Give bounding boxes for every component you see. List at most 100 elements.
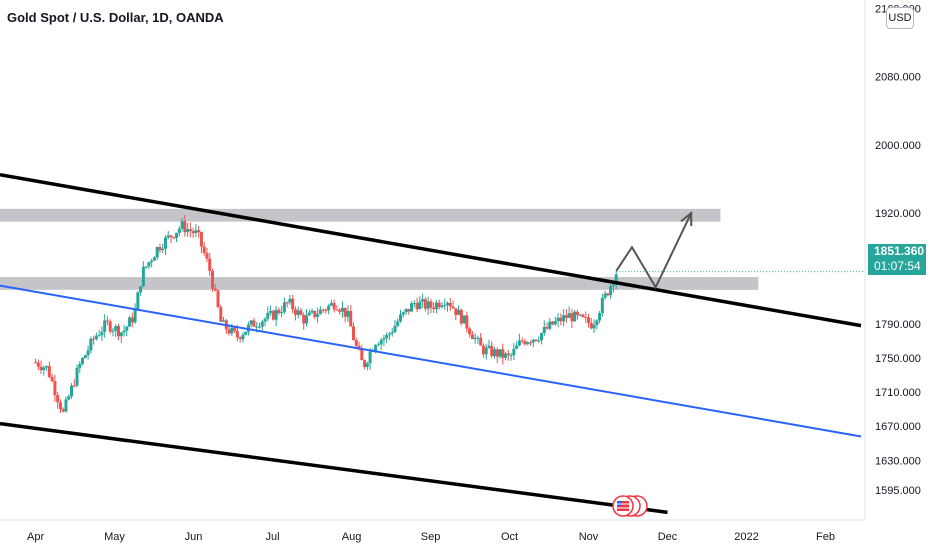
candle-body — [446, 302, 450, 306]
candle-body — [595, 320, 599, 325]
candle-body — [548, 321, 552, 329]
candle-body — [166, 235, 170, 238]
candle-body — [216, 290, 220, 308]
candle-body — [227, 329, 231, 334]
candle-body — [238, 337, 242, 340]
candle-body — [537, 340, 541, 342]
candle-body — [429, 301, 433, 308]
candle-body — [531, 339, 535, 343]
candle-body — [335, 309, 339, 311]
candle-body — [83, 355, 87, 359]
candle-body — [517, 340, 521, 346]
projection-path — [615, 211, 693, 290]
candle-body — [321, 309, 325, 311]
candle-body — [545, 326, 549, 329]
candle-body — [205, 253, 209, 259]
candle-body — [338, 309, 342, 312]
x-tick-label: Jul — [266, 531, 280, 543]
candle-body — [440, 305, 444, 308]
candle-body — [387, 333, 391, 335]
candle-body — [484, 347, 488, 355]
x-axis: Apr May Jun Jul Aug Sep Oct Nov Dec 2022 Feb — [27, 531, 835, 543]
candle-body — [368, 351, 372, 364]
candle-body — [152, 257, 156, 261]
channel-mid-line[interactable] — [0, 284, 862, 438]
price-zone[interactable] — [0, 208, 721, 222]
candle-body — [61, 409, 65, 412]
candle-body — [318, 309, 322, 315]
candle-body — [105, 320, 109, 322]
candle-body — [401, 312, 405, 315]
candle-body — [573, 311, 577, 322]
currency-button[interactable]: USD — [886, 7, 914, 29]
candle-body — [274, 309, 278, 320]
candle-body — [399, 314, 403, 322]
candle-body — [271, 310, 275, 320]
projection-line[interactable] — [615, 212, 693, 290]
candle-body — [202, 246, 206, 254]
candle-body — [310, 310, 314, 313]
events-flag-icon[interactable] — [612, 495, 648, 517]
candle-body — [128, 317, 132, 327]
candle-body — [479, 337, 483, 346]
candle-body — [230, 327, 234, 334]
candle-body — [191, 231, 195, 234]
y-tick-label: 1595.000 — [875, 485, 921, 497]
candle-body — [609, 285, 613, 296]
candle-body — [50, 377, 54, 382]
candle-body — [58, 402, 62, 410]
x-tick-label: Feb — [816, 531, 835, 543]
candle-body — [426, 301, 430, 309]
candle-body — [144, 266, 148, 268]
candle-body — [327, 305, 331, 311]
channel-bottom-line[interactable] — [0, 421, 668, 515]
candle-body — [520, 340, 524, 342]
candle-body — [241, 334, 245, 340]
candle-body — [45, 365, 49, 368]
channel-top-line[interactable] — [0, 173, 862, 328]
price-zone[interactable] — [0, 277, 759, 290]
candle-body — [551, 321, 555, 325]
candle-body — [611, 284, 615, 286]
candle-body — [564, 315, 568, 318]
candle-body — [600, 297, 604, 314]
x-tick-label: 2022 — [734, 531, 758, 543]
candle-body — [111, 330, 115, 332]
candle-body — [244, 331, 248, 335]
candle-body — [269, 310, 273, 313]
candle-body — [255, 326, 259, 328]
candle-body — [465, 315, 469, 329]
candle-body — [459, 309, 463, 324]
candle-body — [434, 302, 438, 310]
candle-body — [213, 288, 217, 291]
candle-body — [280, 312, 284, 314]
candle-body — [504, 353, 508, 358]
candle-body — [133, 309, 137, 323]
candle-body — [69, 385, 73, 397]
candle-body — [473, 337, 477, 340]
candle-body — [587, 317, 591, 323]
candle-body — [379, 339, 383, 345]
candle-body — [390, 332, 394, 334]
candle-body — [81, 358, 85, 364]
candle-body — [374, 345, 378, 351]
candle-body — [163, 237, 167, 249]
candle-body — [150, 260, 154, 263]
x-tick-label: Aug — [342, 531, 362, 543]
candle-body — [282, 302, 286, 313]
candle-body — [423, 299, 427, 309]
y-tick-label: 1750.000 — [875, 353, 921, 365]
last-price-label: 1851.360 01:07:54 — [868, 244, 926, 275]
candle-body — [92, 338, 96, 340]
candle-body — [293, 309, 297, 315]
candle-body — [177, 228, 181, 233]
candle-body — [476, 337, 480, 339]
candle-body — [64, 399, 68, 412]
candle-body — [542, 326, 546, 334]
candle-body — [376, 344, 380, 346]
candle-body — [603, 293, 607, 298]
candle-body — [410, 303, 414, 312]
candle-body — [136, 292, 140, 310]
candle-body — [493, 349, 497, 357]
